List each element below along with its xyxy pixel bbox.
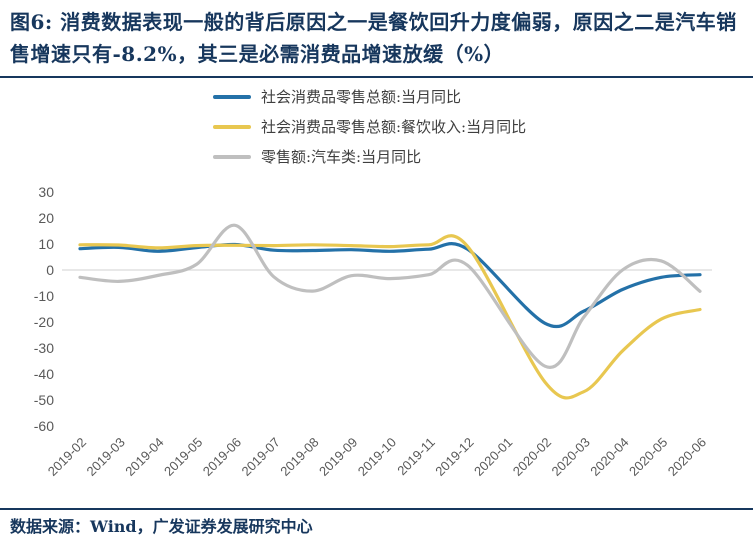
y-tick-label: 10 xyxy=(38,236,54,252)
y-tick-label: -10 xyxy=(34,288,54,304)
x-tick-label: 2020-03 xyxy=(549,435,593,479)
y-tick-label: 30 xyxy=(38,184,54,200)
x-tick-label: 2020-02 xyxy=(510,435,554,479)
x-tick-label: 2019-06 xyxy=(200,435,244,479)
x-tick-label: 2019-03 xyxy=(84,435,128,479)
figure-title: 图6: 消费数据表现一般的背后原因之一是餐饮回升力度偏弱，原因之二是汽车销售增速… xyxy=(10,10,737,66)
x-tick-label: 2019-05 xyxy=(161,435,205,479)
chart-legend: 社会消费品零售总额:当月同比 社会消费品零售总额:餐饮收入:当月同比 零售额:汽… xyxy=(213,88,526,178)
legend-item-retail-total: 社会消费品零售总额:当月同比 xyxy=(213,88,526,106)
y-tick-label: -50 xyxy=(34,392,54,408)
x-tick-label: 2020-06 xyxy=(665,435,709,479)
bottom-divider xyxy=(0,508,753,510)
legend-label: 零售额:汽车类:当月同比 xyxy=(261,148,422,166)
legend-label: 社会消费品零售总额:当月同比 xyxy=(261,88,462,106)
x-tick-label: 2019-07 xyxy=(239,435,283,479)
x-tick-label: 2019-11 xyxy=(394,435,438,479)
data-source: 数据来源：Wind，广发证券发展研究中心 xyxy=(10,517,313,536)
y-tick-label: 0 xyxy=(46,262,54,278)
x-tick-label: 2020-05 xyxy=(626,435,670,479)
y-tick-label: -30 xyxy=(34,340,54,356)
series-line-0 xyxy=(78,242,702,329)
legend-label: 社会消费品零售总额:餐饮收入:当月同比 xyxy=(261,118,527,136)
y-tick-label: -40 xyxy=(34,366,54,382)
x-tick-label: 2020-04 xyxy=(587,435,631,479)
x-tick-label: 2019-08 xyxy=(277,435,321,479)
x-tick-label: 2019-04 xyxy=(122,435,166,479)
series-line-1 xyxy=(78,234,702,400)
legend-line-swatch-yellow xyxy=(213,124,251,129)
legend-line-swatch-gray xyxy=(213,154,251,159)
series-line-2 xyxy=(78,223,702,369)
x-tick-label: 2019-12 xyxy=(432,435,476,479)
x-tick-label: 2019-02 xyxy=(45,435,89,479)
legend-item-catering: 社会消费品零售总额:餐饮收入:当月同比 xyxy=(213,118,527,136)
y-tick-label: 20 xyxy=(38,210,54,226)
y-tick-label: -20 xyxy=(34,314,54,330)
y-tick-label: -60 xyxy=(34,418,54,434)
x-tick-label: 2019-10 xyxy=(355,435,399,479)
legend-line-swatch-blue xyxy=(213,94,251,99)
x-tick-label: 2019-09 xyxy=(316,435,360,479)
title-divider xyxy=(0,76,753,78)
x-tick-label: 2020-01 xyxy=(471,435,515,479)
legend-item-auto: 零售额:汽车类:当月同比 xyxy=(213,148,526,166)
